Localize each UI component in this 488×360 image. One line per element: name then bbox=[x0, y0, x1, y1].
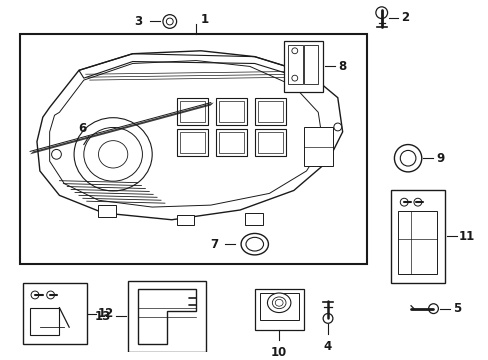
Bar bbox=[284, 41, 323, 92]
Bar bbox=[20, 34, 366, 264]
Circle shape bbox=[31, 291, 39, 299]
Bar bbox=[176, 129, 207, 156]
Circle shape bbox=[400, 198, 407, 206]
Text: 11: 11 bbox=[458, 230, 474, 243]
Bar bbox=[179, 100, 204, 122]
Ellipse shape bbox=[267, 293, 290, 312]
Text: 2: 2 bbox=[401, 11, 408, 24]
Text: 8: 8 bbox=[337, 60, 346, 73]
Bar bbox=[254, 98, 285, 125]
Text: 9: 9 bbox=[435, 152, 444, 165]
Text: 12: 12 bbox=[97, 307, 114, 320]
Circle shape bbox=[400, 150, 415, 166]
Bar bbox=[257, 132, 283, 153]
Bar bbox=[176, 215, 194, 225]
Circle shape bbox=[163, 15, 176, 28]
Circle shape bbox=[52, 149, 61, 159]
Bar bbox=[391, 190, 444, 283]
Bar bbox=[244, 213, 262, 225]
Circle shape bbox=[323, 314, 332, 323]
Ellipse shape bbox=[74, 118, 152, 191]
Circle shape bbox=[291, 75, 297, 81]
Bar bbox=[254, 289, 303, 330]
Circle shape bbox=[333, 123, 341, 131]
Ellipse shape bbox=[83, 127, 142, 181]
Text: 5: 5 bbox=[452, 302, 460, 315]
Text: 6: 6 bbox=[78, 122, 86, 135]
Bar bbox=[179, 132, 204, 153]
Polygon shape bbox=[30, 103, 213, 154]
Bar bbox=[398, 211, 436, 274]
Ellipse shape bbox=[275, 300, 283, 306]
Bar bbox=[218, 132, 244, 153]
Bar bbox=[303, 45, 318, 84]
Bar bbox=[257, 100, 283, 122]
Bar bbox=[287, 45, 302, 84]
Circle shape bbox=[166, 18, 173, 25]
Bar bbox=[303, 127, 332, 166]
Circle shape bbox=[394, 145, 421, 172]
Bar bbox=[176, 98, 207, 125]
Bar bbox=[215, 98, 246, 125]
Bar bbox=[30, 308, 59, 335]
Text: 10: 10 bbox=[270, 346, 287, 359]
Ellipse shape bbox=[272, 297, 285, 309]
Circle shape bbox=[47, 291, 55, 299]
Polygon shape bbox=[137, 289, 196, 344]
Bar bbox=[127, 281, 205, 352]
Bar bbox=[215, 129, 246, 156]
Bar bbox=[218, 100, 244, 122]
Text: 7: 7 bbox=[210, 238, 218, 251]
Ellipse shape bbox=[241, 233, 268, 255]
Text: 1: 1 bbox=[201, 13, 209, 26]
Bar bbox=[98, 205, 116, 217]
Ellipse shape bbox=[245, 237, 263, 251]
Bar bbox=[259, 293, 298, 320]
Ellipse shape bbox=[98, 141, 127, 168]
Text: 4: 4 bbox=[323, 340, 331, 353]
Text: 3: 3 bbox=[134, 15, 142, 28]
Bar bbox=[23, 283, 86, 344]
Circle shape bbox=[428, 304, 437, 314]
Bar bbox=[254, 129, 285, 156]
Text: 13: 13 bbox=[95, 310, 111, 323]
Circle shape bbox=[291, 48, 297, 54]
Circle shape bbox=[413, 198, 421, 206]
Circle shape bbox=[375, 7, 387, 19]
